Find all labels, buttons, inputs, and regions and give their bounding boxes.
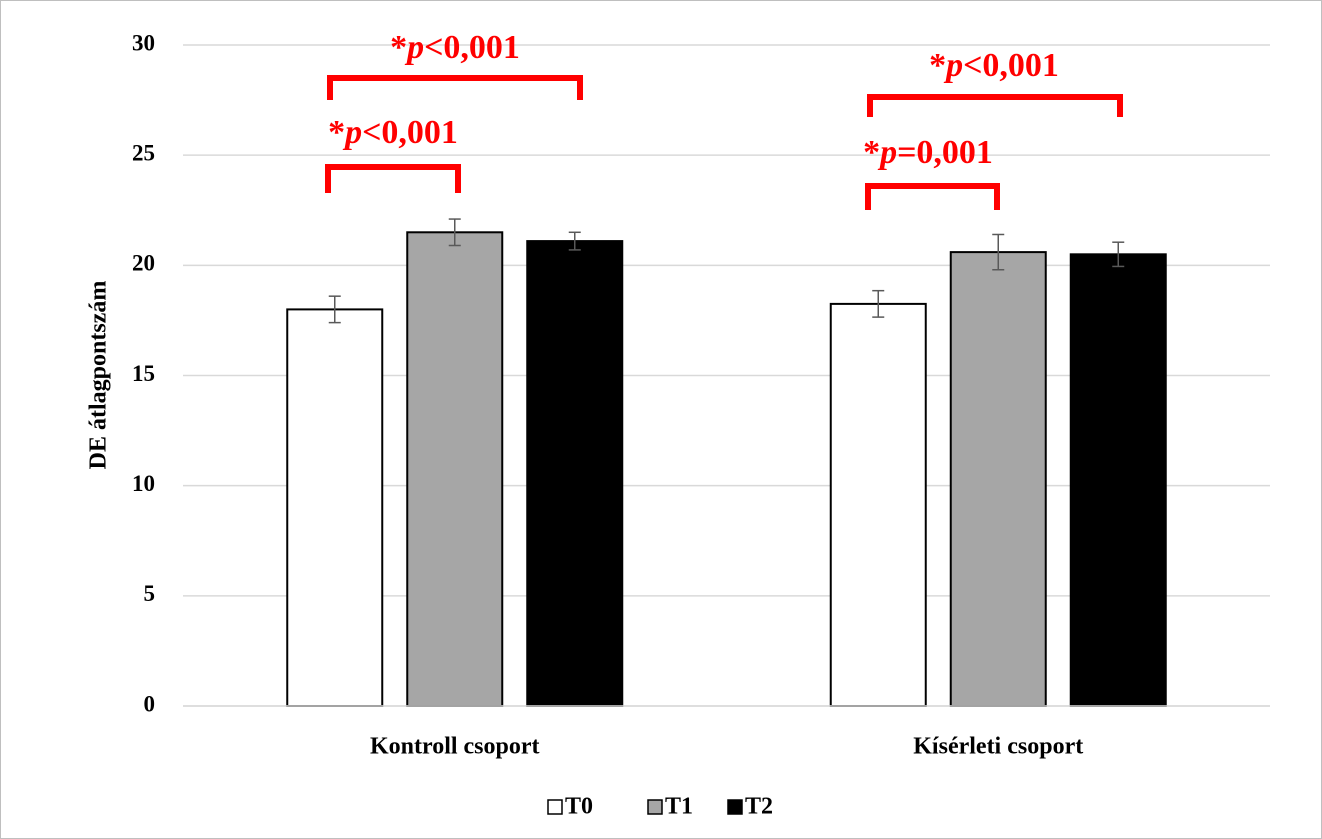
significance-part: p xyxy=(943,47,963,84)
y-tick-label: 30 xyxy=(132,30,155,55)
significance-bracket xyxy=(867,94,1123,117)
bar xyxy=(829,302,927,707)
significance-part: p xyxy=(877,134,897,171)
significance-part: * xyxy=(390,29,407,66)
y-tick-label: 20 xyxy=(132,251,155,276)
significance-bracket xyxy=(865,183,1000,210)
error-bar xyxy=(872,289,885,318)
bar xyxy=(526,240,624,707)
y-tick-label: 25 xyxy=(132,140,155,165)
y-tick-label: 10 xyxy=(132,471,155,496)
legend-swatch xyxy=(727,799,743,815)
legend-label: T2 xyxy=(745,794,773,820)
y-axis-label: DE átlagpontszám xyxy=(86,281,112,470)
y-tick-label: 5 xyxy=(144,581,156,606)
significance-part: p xyxy=(342,114,362,151)
significance-part: * xyxy=(863,134,880,171)
bar xyxy=(949,251,1047,707)
error-bar xyxy=(448,218,461,247)
significance-label: *p<0,001 xyxy=(328,114,458,151)
legend-label: T0 xyxy=(565,794,593,820)
x-tick-label: Kísérleti csoport xyxy=(913,734,1083,760)
significance-label: *p<0,001 xyxy=(929,47,1059,84)
significance-part: * xyxy=(929,47,946,84)
x-tick-label: Kontroll csoport xyxy=(370,734,540,760)
significance-part: p xyxy=(404,29,424,66)
legend-swatch xyxy=(647,799,663,815)
significance-bracket xyxy=(327,75,583,100)
significance-part: * xyxy=(328,114,345,151)
significance-part: =0,001 xyxy=(897,134,993,171)
bar xyxy=(1069,253,1167,707)
legend-swatch xyxy=(547,799,563,815)
bar xyxy=(286,308,384,707)
y-tick-label: 15 xyxy=(132,361,155,386)
significance-bracket xyxy=(325,164,461,193)
error-bar xyxy=(1112,241,1125,268)
error-bar xyxy=(568,231,581,251)
significance-label: *p<0,001 xyxy=(390,29,520,66)
error-bar xyxy=(328,295,341,324)
significance-part: <0,001 xyxy=(963,47,1059,84)
legend-label: T1 xyxy=(665,794,693,820)
bar xyxy=(406,231,504,708)
significance-part: <0,001 xyxy=(424,29,520,66)
significance-label: *p=0,001 xyxy=(863,134,993,171)
significance-part: <0,001 xyxy=(362,114,458,151)
y-tick-label: 0 xyxy=(144,691,156,716)
error-bar xyxy=(992,233,1005,271)
